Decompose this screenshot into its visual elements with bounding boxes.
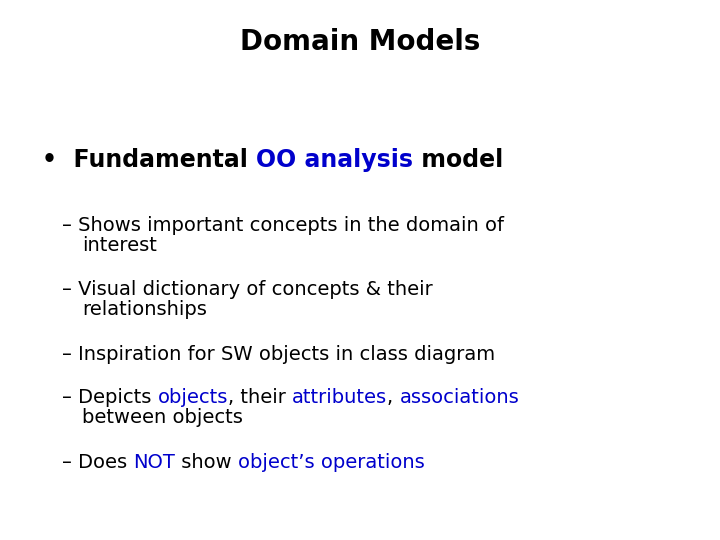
Text: associations: associations: [400, 388, 519, 407]
Text: – Visual dictionary of concepts & their: – Visual dictionary of concepts & their: [62, 280, 433, 299]
Text: •  Fundamental: • Fundamental: [42, 148, 256, 172]
Text: , their: , their: [228, 388, 292, 407]
Text: relationships: relationships: [82, 300, 207, 319]
Text: ,: ,: [387, 388, 400, 407]
Text: OO analysis: OO analysis: [256, 148, 413, 172]
Text: attributes: attributes: [292, 388, 387, 407]
Text: – Depicts: – Depicts: [62, 388, 158, 407]
Text: – Shows important concepts in the domain of: – Shows important concepts in the domain…: [62, 216, 504, 235]
Text: NOT: NOT: [133, 453, 175, 472]
Text: – Inspiration for SW objects in class diagram: – Inspiration for SW objects in class di…: [62, 345, 495, 364]
Text: between objects: between objects: [82, 408, 243, 427]
Text: show: show: [175, 453, 238, 472]
Text: interest: interest: [82, 236, 157, 255]
Text: – Does: – Does: [62, 453, 133, 472]
Text: objects: objects: [158, 388, 228, 407]
Text: object’s operations: object’s operations: [238, 453, 425, 472]
Text: Domain Models: Domain Models: [240, 28, 480, 56]
Text: model: model: [413, 148, 503, 172]
